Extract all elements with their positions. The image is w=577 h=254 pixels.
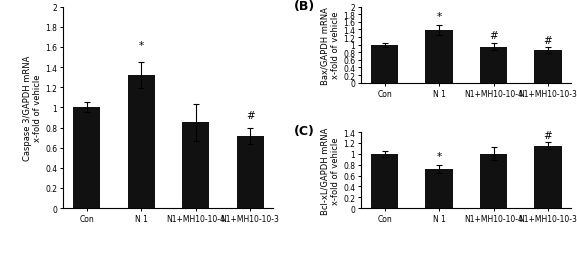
Bar bbox=[237, 136, 264, 208]
Text: (C): (C) bbox=[294, 125, 315, 138]
Y-axis label: Bcl-xL/GAPDH mRNA
x-fold of vehicle: Bcl-xL/GAPDH mRNA x-fold of vehicle bbox=[321, 127, 340, 214]
Text: *: * bbox=[437, 152, 441, 162]
Bar bbox=[534, 146, 561, 208]
Bar bbox=[425, 31, 453, 83]
Bar bbox=[73, 108, 100, 208]
Y-axis label: Caspase 3/GAPDH mRNA
x-fold of vehicle: Caspase 3/GAPDH mRNA x-fold of vehicle bbox=[23, 55, 42, 161]
Bar bbox=[425, 169, 453, 208]
Bar bbox=[182, 123, 209, 208]
Bar bbox=[371, 154, 398, 208]
Y-axis label: Bax/GAPDH mRNA
x-fold of vehicle: Bax/GAPDH mRNA x-fold of vehicle bbox=[321, 7, 340, 84]
Text: (B): (B) bbox=[294, 0, 316, 13]
Text: *: * bbox=[437, 12, 441, 22]
Text: *: * bbox=[138, 41, 144, 51]
Bar bbox=[128, 76, 155, 208]
Bar bbox=[480, 154, 507, 208]
Text: (A): (A) bbox=[0, 0, 18, 1]
Text: #: # bbox=[246, 111, 254, 121]
Text: #: # bbox=[489, 30, 498, 41]
Bar bbox=[371, 45, 398, 83]
Bar bbox=[534, 51, 561, 83]
Text: #: # bbox=[544, 130, 552, 140]
Bar bbox=[480, 47, 507, 83]
Text: #: # bbox=[544, 36, 552, 46]
